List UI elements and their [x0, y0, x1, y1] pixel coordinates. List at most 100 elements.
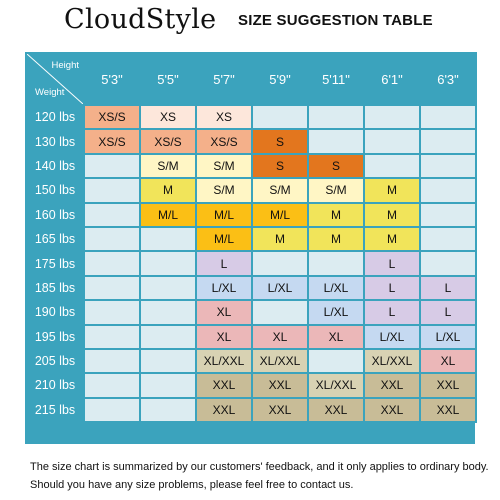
- size-cell: XXL: [195, 372, 253, 399]
- size-cell: S/M: [195, 152, 253, 180]
- size-cell: [83, 177, 141, 204]
- size-cell: [83, 299, 141, 326]
- table-row: 120 lbs XS/S XS XS: [25, 103, 477, 131]
- weight-header-cell: 205 lbs: [25, 347, 85, 375]
- header: CloudStyle SIZE SUGGESTION TABLE: [0, 0, 500, 44]
- table-row: 190 lbs XL L/XL L L: [25, 299, 477, 326]
- size-cell: S/M: [139, 152, 197, 180]
- size-cell: L/XL: [307, 299, 365, 326]
- size-cell: S/M: [307, 177, 365, 204]
- size-cell: XXL: [419, 396, 477, 424]
- size-cell: [83, 347, 141, 375]
- diagonal-divider: [28, 55, 82, 103]
- weight-header-cell: 210 lbs: [25, 372, 85, 399]
- size-cell: [419, 250, 477, 277]
- size-cell: XXL: [251, 396, 309, 424]
- weight-header-cell: 120 lbs: [25, 103, 85, 131]
- size-cell: XL: [195, 299, 253, 326]
- size-cell: XS: [195, 103, 253, 131]
- size-cell: L: [363, 274, 421, 302]
- size-cell: M/L: [251, 201, 309, 228]
- size-cell: [419, 201, 477, 228]
- size-cell: S: [307, 152, 365, 180]
- weight-header-cell: 215 lbs: [25, 396, 85, 424]
- size-cell: S/M: [251, 177, 309, 204]
- size-cell: XL/XXL: [251, 347, 309, 375]
- size-cell: L: [195, 250, 253, 277]
- size-cell: XXL: [419, 372, 477, 399]
- size-cell: XS/S: [83, 128, 141, 155]
- size-cell: L/XL: [363, 323, 421, 350]
- table-row: 175 lbs L L: [25, 250, 477, 277]
- size-cell: M: [363, 225, 421, 253]
- size-cell: M: [307, 225, 365, 253]
- size-cell: [419, 103, 477, 131]
- size-cell: [139, 274, 197, 302]
- footnote-line-1: The size chart is summarized by our cust…: [30, 461, 489, 473]
- size-cell: [83, 372, 141, 399]
- size-cell: S: [251, 128, 309, 155]
- size-cell: XS: [139, 103, 197, 131]
- size-cell: XL: [251, 323, 309, 350]
- size-cell: XL: [307, 323, 365, 350]
- table-row: 130 lbs XS/S XS/S XS/S S: [25, 128, 477, 155]
- size-cell: XL/XXL: [307, 372, 365, 399]
- size-cell: M/L: [195, 225, 253, 253]
- brand-logo: CloudStyle: [64, 4, 217, 35]
- weight-header-cell: 150 lbs: [25, 177, 85, 204]
- table-row: 165 lbs M/L M M M: [25, 225, 477, 253]
- weight-header-cell: 140 lbs: [25, 152, 85, 180]
- height-header-cell: 5'11": [307, 52, 365, 106]
- size-cell: [139, 250, 197, 277]
- size-cell: [363, 128, 421, 155]
- size-cell: L: [419, 274, 477, 302]
- size-cell: L/XL: [251, 274, 309, 302]
- size-cell: M/L: [139, 201, 197, 228]
- size-cell: [83, 323, 141, 350]
- size-cell: L: [363, 299, 421, 326]
- size-cell: [139, 225, 197, 253]
- table-corner-cell: Height Weight: [25, 52, 85, 106]
- size-cell: M: [251, 225, 309, 253]
- size-cell: [419, 177, 477, 204]
- height-header-cell: 5'9": [251, 52, 309, 106]
- weight-header-cell: 190 lbs: [25, 299, 85, 326]
- weight-axis-label: Weight: [35, 87, 65, 98]
- size-cell: M/L: [195, 201, 253, 228]
- table-row: 215 lbs XXL XXL XXL XXL XXL: [25, 396, 477, 424]
- size-table: Height Weight 5'3" 5'5" 5'7" 5'9" 5'11" 6'1" 6…: [25, 52, 477, 424]
- size-cell: [83, 396, 141, 424]
- size-cell: [83, 201, 141, 228]
- size-cell: XS/S: [83, 103, 141, 131]
- size-cell: M: [307, 201, 365, 228]
- height-header-cell: 5'5": [139, 52, 197, 106]
- table-row: 160 lbs M/L M/L M/L M M: [25, 201, 477, 228]
- size-cell: [251, 103, 309, 131]
- size-cell: [307, 347, 365, 375]
- height-header-cell: 5'3": [83, 52, 141, 106]
- weight-header-cell: 175 lbs: [25, 250, 85, 277]
- size-cell: [419, 152, 477, 180]
- size-cell: L/XL: [307, 274, 365, 302]
- size-cell: [83, 274, 141, 302]
- table-row: 195 lbs XL XL XL L/XL L/XL: [25, 323, 477, 350]
- table-row: 150 lbs M S/M S/M S/M M: [25, 177, 477, 204]
- size-cell: XL/XXL: [195, 347, 253, 375]
- size-cell: L/XL: [419, 323, 477, 350]
- size-cell: XXL: [363, 372, 421, 399]
- size-cell: L/XL: [195, 274, 253, 302]
- size-cell: XXL: [307, 396, 365, 424]
- size-cell: [307, 250, 365, 277]
- table-row: 210 lbs XXL XXL XL/XXL XXL XXL: [25, 372, 477, 399]
- table-row: 140 lbs S/M S/M S S: [25, 152, 477, 180]
- table-row: 185 lbs L/XL L/XL L/XL L L: [25, 274, 477, 302]
- height-header-cell: 6'3": [419, 52, 477, 106]
- size-cell: [139, 299, 197, 326]
- size-cell: [251, 250, 309, 277]
- footnote-line-2: Should you have any size problems, pleas…: [30, 479, 354, 491]
- page-title: SIZE SUGGESTION TABLE: [238, 12, 433, 29]
- size-table-panel: Height Weight 5'3" 5'5" 5'7" 5'9" 5'11" 6'1" 6…: [25, 52, 477, 444]
- size-cell: [139, 347, 197, 375]
- height-header-cell: 6'1": [363, 52, 421, 106]
- size-cell: [83, 250, 141, 277]
